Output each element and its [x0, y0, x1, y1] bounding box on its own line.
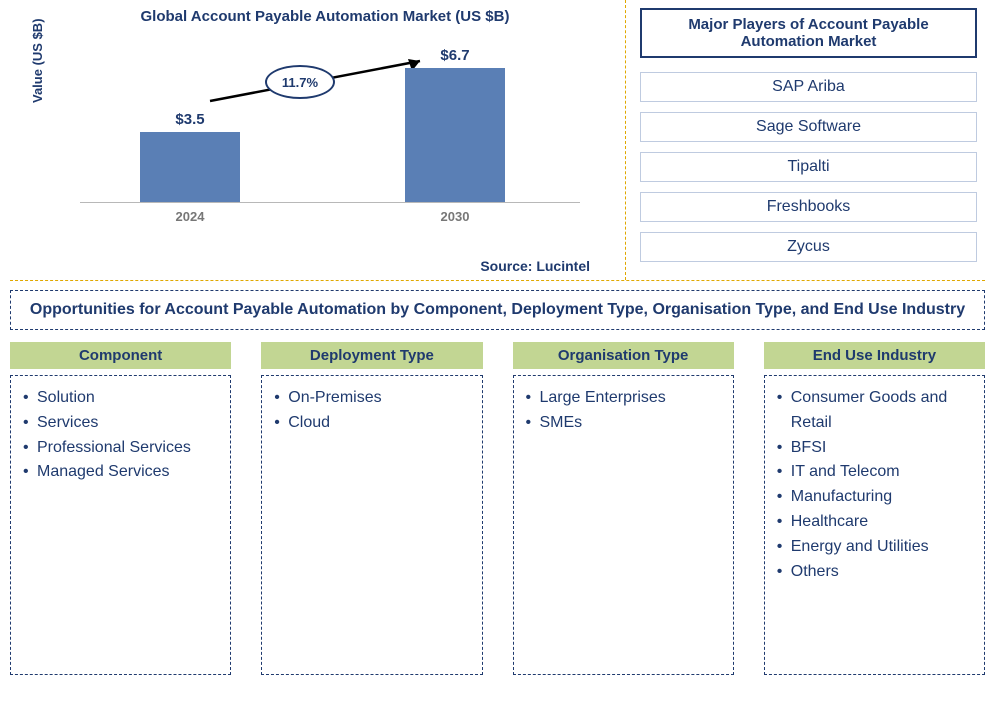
- list-item-label: Manufacturing: [791, 485, 892, 510]
- growth-value: 11.7%: [282, 75, 318, 90]
- players-panel: Major Players of Account Payable Automat…: [610, 0, 995, 280]
- opportunities-title: Opportunities for Account Payable Automa…: [10, 290, 985, 330]
- col-deployment: Deployment Type •On-Premises •Cloud: [261, 342, 482, 675]
- bullet-icon: •: [777, 510, 791, 535]
- list-item: •On-Premises: [274, 386, 469, 411]
- bar-2024: [140, 132, 240, 202]
- chart-panel: Global Account Payable Automation Market…: [0, 0, 610, 280]
- list-item-label: Others: [791, 560, 839, 585]
- bullet-icon: •: [23, 460, 37, 485]
- bullet-icon: •: [23, 386, 37, 411]
- list-item-label: Consumer Goods and Retail: [791, 386, 972, 436]
- player-item: Freshbooks: [640, 192, 977, 222]
- players-title: Major Players of Account Payable Automat…: [640, 8, 977, 58]
- bullet-icon: •: [23, 436, 37, 461]
- col-body: •Large Enterprises •SMEs: [513, 375, 734, 675]
- bullet-icon: •: [274, 411, 288, 436]
- growth-label: 11.7%: [265, 65, 335, 99]
- list-item: •Professional Services: [23, 436, 218, 461]
- col-header: End Use Industry: [764, 342, 985, 369]
- player-item: Tipalti: [640, 152, 977, 182]
- list-item-label: On-Premises: [288, 386, 381, 411]
- bar-label-2030: $6.7: [405, 47, 505, 64]
- list-item: •Solution: [23, 386, 218, 411]
- list-item: •Energy and Utilities: [777, 535, 972, 560]
- bullet-icon: •: [777, 386, 791, 436]
- col-header: Organisation Type: [513, 342, 734, 369]
- list-item-label: Cloud: [288, 411, 330, 436]
- player-item: Sage Software: [640, 112, 977, 142]
- list-item-label: Energy and Utilities: [791, 535, 929, 560]
- bar-label-2024: $3.5: [140, 111, 240, 128]
- list-item-label: Managed Services: [37, 460, 170, 485]
- col-component: Component •Solution •Services •Professio…: [10, 342, 231, 675]
- list-item-label: Professional Services: [37, 436, 191, 461]
- col-header: Component: [10, 342, 231, 369]
- list-item-label: Solution: [37, 386, 95, 411]
- list-item: •BFSI: [777, 436, 972, 461]
- bullet-icon: •: [23, 411, 37, 436]
- list-item-label: BFSI: [791, 436, 827, 461]
- list-item: •Large Enterprises: [526, 386, 721, 411]
- y-axis-label: Value (US $B): [30, 18, 45, 103]
- list-item: •IT and Telecom: [777, 460, 972, 485]
- list-item: •Others: [777, 560, 972, 585]
- bullet-icon: •: [274, 386, 288, 411]
- list-item-label: Healthcare: [791, 510, 868, 535]
- list-item: •Managed Services: [23, 460, 218, 485]
- list-item: •Healthcare: [777, 510, 972, 535]
- bullet-icon: •: [526, 411, 540, 436]
- list-item-label: Large Enterprises: [540, 386, 666, 411]
- list-item: •Consumer Goods and Retail: [777, 386, 972, 436]
- list-item-label: SMEs: [540, 411, 583, 436]
- list-item: •SMEs: [526, 411, 721, 436]
- col-body: •Solution •Services •Professional Servic…: [10, 375, 231, 675]
- player-item: Zycus: [640, 232, 977, 262]
- col-body: •Consumer Goods and Retail •BFSI •IT and…: [764, 375, 985, 675]
- top-area: Global Account Payable Automation Market…: [0, 0, 995, 280]
- bar-2030: [405, 68, 505, 202]
- col-end-use: End Use Industry •Consumer Goods and Ret…: [764, 342, 985, 675]
- bullet-icon: •: [777, 460, 791, 485]
- chart-title: Global Account Payable Automation Market…: [50, 8, 600, 25]
- opportunity-columns: Component •Solution •Services •Professio…: [10, 342, 985, 675]
- vertical-divider: [625, 0, 626, 280]
- col-header: Deployment Type: [261, 342, 482, 369]
- list-item-label: IT and Telecom: [791, 460, 900, 485]
- chart-plot: 11.7% $3.5 2024 $6.7 2030: [80, 43, 580, 203]
- bullet-icon: •: [777, 535, 791, 560]
- player-item: SAP Ariba: [640, 72, 977, 102]
- col-body: •On-Premises •Cloud: [261, 375, 482, 675]
- opportunities-panel: Opportunities for Account Payable Automa…: [10, 290, 985, 675]
- list-item: •Manufacturing: [777, 485, 972, 510]
- list-item-label: Services: [37, 411, 98, 436]
- bullet-icon: •: [777, 560, 791, 585]
- bullet-icon: •: [777, 436, 791, 461]
- bullet-icon: •: [526, 386, 540, 411]
- col-organisation: Organisation Type •Large Enterprises •SM…: [513, 342, 734, 675]
- chart-box: Value (US $B) 11.7% $3.5 2024 $6.7 2030: [60, 33, 580, 233]
- list-item: •Cloud: [274, 411, 469, 436]
- horizontal-divider: [10, 280, 985, 281]
- bullet-icon: •: [777, 485, 791, 510]
- source-label: Source: Lucintel: [480, 258, 590, 274]
- list-item: •Services: [23, 411, 218, 436]
- x-tick-2030: 2030: [405, 209, 505, 224]
- x-tick-2024: 2024: [140, 209, 240, 224]
